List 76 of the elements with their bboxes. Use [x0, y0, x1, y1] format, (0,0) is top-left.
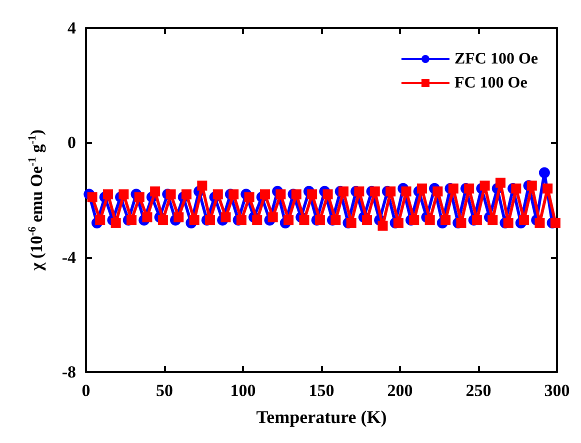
point — [205, 215, 216, 226]
point — [401, 186, 412, 196]
point — [338, 186, 348, 196]
point — [330, 215, 341, 226]
point — [134, 192, 144, 202]
point — [87, 192, 98, 202]
point — [307, 189, 318, 200]
point — [495, 178, 506, 188]
point — [299, 215, 310, 226]
x-tick-label: 250 — [466, 381, 492, 400]
point — [268, 212, 278, 222]
point — [409, 215, 420, 226]
point — [220, 212, 231, 222]
point — [370, 186, 380, 196]
y-tick-label: 4 — [68, 18, 76, 38]
point — [212, 189, 223, 200]
y-tick-label: -8 — [62, 362, 76, 382]
point — [386, 186, 396, 196]
y-tick-label: -4 — [62, 248, 76, 267]
point — [472, 215, 482, 226]
x-tick-label: 0 — [82, 381, 90, 400]
point — [118, 189, 129, 200]
point — [284, 215, 294, 226]
point — [393, 218, 404, 228]
point — [142, 212, 152, 222]
point — [174, 212, 184, 222]
point — [236, 215, 246, 226]
point — [440, 215, 451, 226]
point — [252, 215, 262, 226]
point — [276, 189, 286, 200]
point — [448, 184, 458, 194]
point — [550, 218, 560, 228]
x-tick-label: 300 — [544, 381, 570, 400]
point — [150, 186, 160, 196]
point — [534, 218, 545, 228]
point — [488, 215, 498, 226]
point — [480, 180, 490, 191]
point — [378, 220, 388, 231]
x-tick-label: 200 — [387, 381, 413, 400]
point — [244, 192, 254, 202]
point — [260, 189, 270, 200]
point — [456, 218, 466, 228]
y-tick-label: 0 — [68, 133, 76, 152]
point — [416, 184, 427, 194]
point — [110, 218, 121, 228]
point — [526, 180, 537, 191]
point — [166, 189, 176, 200]
point — [197, 180, 208, 191]
point — [228, 189, 239, 200]
point — [542, 184, 553, 194]
point — [354, 186, 364, 196]
point — [314, 215, 325, 226]
legend-label: FC 100 Oe — [454, 74, 528, 92]
point — [158, 215, 168, 226]
y-axis-title: χ (10-6 emu Oe-1 g-1) — [26, 129, 46, 272]
point — [362, 215, 372, 226]
x-tick-label: 100 — [230, 381, 256, 400]
point — [102, 189, 113, 200]
point — [511, 184, 522, 194]
point — [424, 215, 435, 226]
point — [464, 184, 474, 194]
point — [432, 186, 443, 196]
point — [189, 215, 200, 226]
x-axis-title: Temperature (K) — [256, 407, 387, 427]
legend-label: ZFC 100 Oe — [454, 50, 538, 68]
point — [291, 189, 302, 200]
point — [95, 215, 106, 226]
x-tick-label: 150 — [308, 381, 334, 400]
point — [503, 218, 514, 228]
point — [346, 218, 356, 228]
point — [538, 167, 550, 178]
point — [126, 215, 137, 226]
x-tick-label: 50 — [156, 381, 173, 400]
point — [322, 189, 333, 200]
point — [181, 189, 192, 200]
point — [519, 215, 530, 226]
